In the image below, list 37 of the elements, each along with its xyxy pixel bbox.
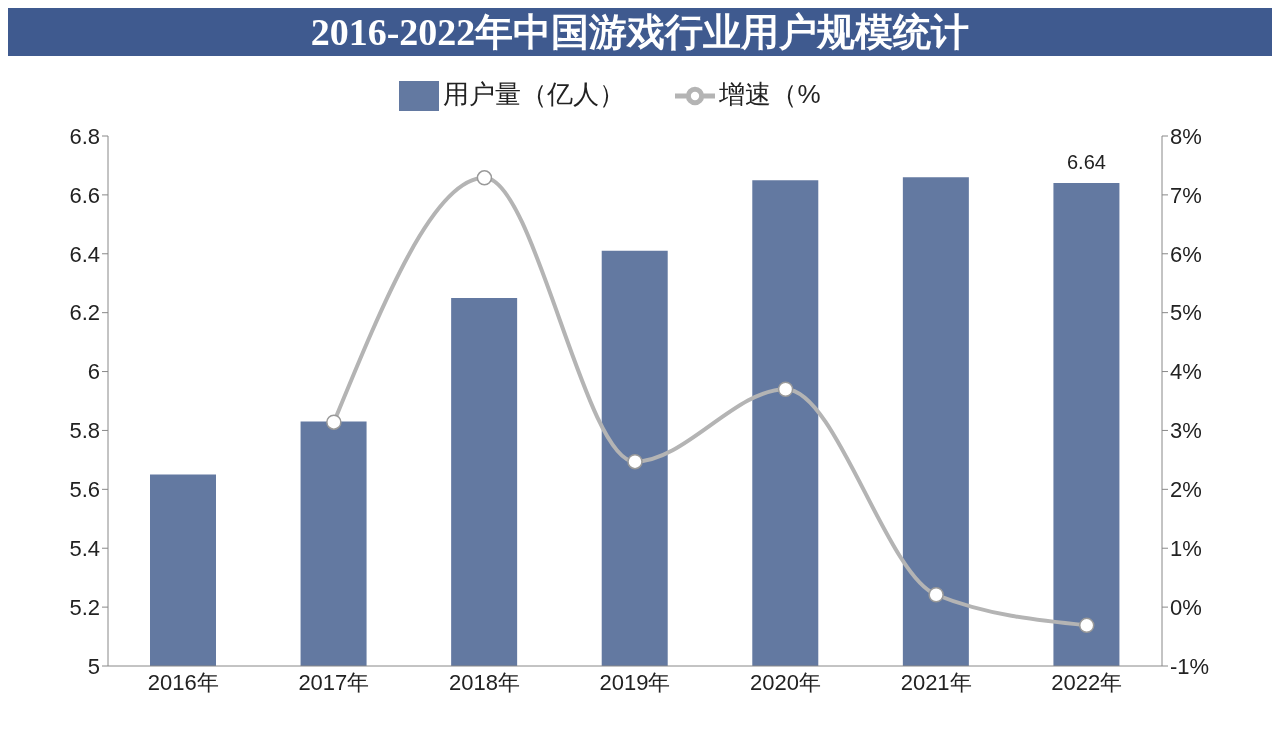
y2-tick-label: -1% [1170,653,1210,679]
point [476,170,493,186]
y-tick-label: 6.2 [69,300,100,326]
y-tick-label: 6 [87,359,100,385]
x-tick-label: 2022年 [1051,669,1123,695]
y2-tick-label: 8% [1170,123,1202,149]
y-tick-label: 5 [87,653,100,679]
y-tick-label: 5.4 [69,536,100,562]
y-tick-label: 5.6 [69,477,100,503]
legend-label: 增速（% [719,78,821,109]
y2-tick-label: 5% [1170,300,1202,326]
point [326,414,342,430]
x-tick-label: 2020年 [750,669,822,695]
x-tick-label: 2018年 [448,669,520,695]
y2-tick-label: 3% [1170,418,1202,444]
point [928,586,944,603]
data-label: 6.64 [1066,151,1106,174]
chart-title: 2016-2022年中国游戏行业用户规模统计 [8,8,1272,56]
y-tick-label: 6.6 [69,182,100,208]
x-tick-label: 2016年 [147,669,219,695]
point [627,453,643,470]
point [1078,617,1095,634]
y-tick-label: 6.4 [69,241,100,267]
legend-label: 用户量（亿人） [443,78,626,109]
y2-tick-label: 0% [1170,594,1202,620]
x-tick-label: 2021年 [900,669,972,695]
y2-tick-label: 1% [1170,536,1202,562]
y2-tick-label: 4% [1170,359,1202,385]
x-tick-label: 2017年 [298,669,370,695]
point [777,381,794,397]
y-tick-label: 5.2 [69,594,100,620]
y2-tick-label: 2% [1170,477,1202,503]
x-tick-label: 2019年 [599,669,671,695]
y-tick-label: 5.8 [69,418,100,444]
y2-tick-label: 7% [1170,182,1202,208]
y2-tick-label: 6% [1170,241,1202,267]
y-tick-label: 6.8 [69,123,100,149]
